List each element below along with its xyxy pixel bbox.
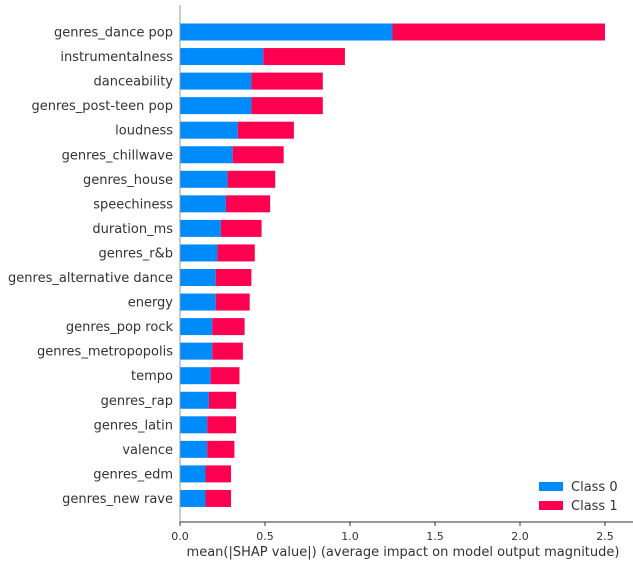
feature-label: danceability (94, 75, 174, 90)
x-tick-label: 0.5 (256, 530, 274, 543)
x-axis-label: mean(|SHAP value|) (average impact on mo… (187, 545, 620, 560)
feature-label: genres_pop rock (66, 320, 174, 335)
bar-class-1 (215, 293, 250, 311)
feature-label: genres_new rave (62, 492, 173, 507)
bar-class-1 (210, 367, 240, 385)
legend: Class 0 Class 1 (539, 480, 618, 514)
feature-label: genres_dance pop (54, 26, 173, 41)
feature-label: tempo (131, 369, 173, 384)
x-tick-label: 2.5 (596, 530, 614, 543)
bar-class-1 (212, 318, 245, 336)
feature-label: duration_ms (92, 222, 173, 237)
bar-class-1 (263, 48, 345, 66)
bar-class-0 (180, 342, 213, 360)
bar-class-1 (212, 342, 243, 360)
feature-label: speechiness (93, 197, 173, 212)
bar-class-1 (220, 219, 262, 237)
bars-group (180, 23, 605, 507)
bar-class-0 (180, 48, 264, 66)
bar-class-1 (237, 121, 294, 139)
feature-label: loudness (115, 124, 173, 139)
feature-label: genres_house (83, 173, 173, 188)
bar-class-1 (227, 170, 276, 188)
bar-class-0 (180, 367, 211, 385)
bar-class-1 (207, 416, 237, 434)
feature-label: genres_chillwave (62, 148, 173, 163)
bar-class-1 (207, 440, 235, 458)
x-tick-label: 1.5 (426, 530, 444, 543)
x-tick-label: 2.0 (511, 530, 529, 543)
feature-label: genres_metropopolis (37, 345, 173, 360)
x-tick-label: 1.0 (341, 530, 359, 543)
feature-labels: genres_dance pop instrumentalness danceabi… (8, 26, 173, 507)
bar-class-1 (251, 97, 323, 115)
bar-class-0 (180, 195, 226, 213)
bar-class-1 (205, 489, 231, 507)
bar-class-0 (180, 97, 252, 115)
legend-label: Class 0 (571, 480, 618, 495)
feature-label: energy (128, 296, 174, 311)
feature-label: genres_alternative dance (8, 271, 173, 286)
feature-label: valence (122, 443, 173, 458)
bar-class-0 (180, 391, 209, 409)
feature-label: genres_edm (93, 467, 173, 482)
bar-class-0 (180, 293, 216, 311)
bar-class-0 (180, 244, 218, 262)
feature-label: instrumentalness (60, 50, 173, 65)
x-axis-ticks: 0.0 0.5 1.0 1.5 2.0 2.5 (171, 522, 614, 543)
bar-class-0 (180, 219, 221, 237)
feature-label: genres_latin (94, 418, 173, 433)
bar-class-0 (180, 121, 238, 139)
legend-swatch (539, 482, 563, 491)
x-tick-label: 0.0 (171, 530, 189, 543)
legend-label: Class 1 (571, 499, 618, 514)
bar-class-0 (180, 72, 252, 90)
bar-class-0 (180, 23, 393, 41)
bar-class-1 (225, 195, 271, 213)
feature-label: genres_post-teen pop (31, 99, 173, 114)
bar-class-0 (180, 465, 206, 483)
bar-class-0 (180, 440, 208, 458)
bar-class-1 (392, 23, 605, 41)
legend-swatch (539, 501, 563, 510)
bar-class-0 (180, 170, 228, 188)
bar-class-1 (205, 465, 231, 483)
bar-class-0 (180, 269, 216, 286)
bar-class-0 (180, 146, 233, 164)
feature-label: genres_r&b (98, 246, 173, 261)
bar-class-0 (180, 318, 213, 336)
bar-class-0 (180, 489, 206, 507)
bar-class-1 (232, 146, 284, 164)
bar-class-1 (215, 269, 252, 286)
bar-class-0 (180, 416, 208, 434)
bar-class-1 (208, 391, 237, 409)
bar-class-1 (217, 244, 255, 262)
feature-label: genres_rap (101, 394, 173, 409)
bar-class-1 (251, 72, 323, 90)
